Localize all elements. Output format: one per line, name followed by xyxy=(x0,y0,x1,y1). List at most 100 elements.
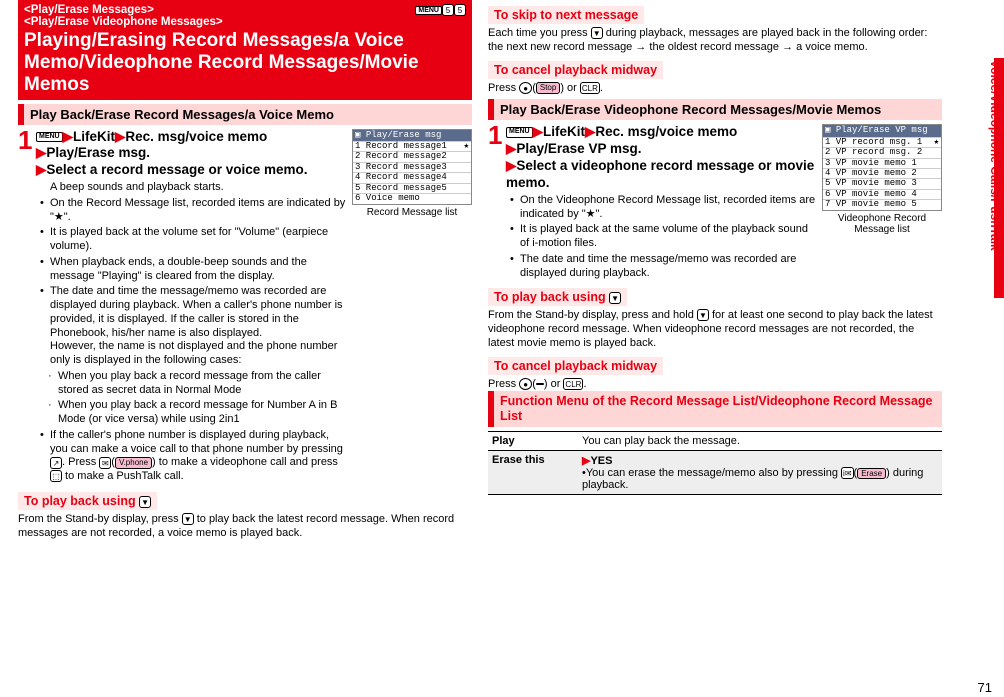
screenshot-header: ▣ Play/Erase msg xyxy=(353,130,471,141)
center-key-icon: ● xyxy=(519,378,532,390)
down-key-icon: ▼ xyxy=(591,27,603,39)
screenshot-row: 6 Voice memo xyxy=(353,193,471,203)
step-part: Select a videophone record message or mo… xyxy=(506,158,814,190)
vp-record-screenshot: ▣ Play/Erase VP msg 1 VP record msg. 1 2… xyxy=(822,124,942,235)
screenshot-row: 2 VP record msg. 2 xyxy=(823,147,941,157)
breadcrumb: <Play/Erase Videophone Messages> xyxy=(24,16,466,28)
down-key-icon: ▼ xyxy=(697,309,709,321)
blank-label-icon xyxy=(536,383,544,385)
yes-label: YES xyxy=(590,455,612,467)
arrow-icon: ▶ xyxy=(506,141,516,156)
clr-key-icon: CLR xyxy=(563,378,583,390)
screenshot-row: 3 Record message3 xyxy=(353,162,471,172)
screenshot-row: 1 VP record msg. 1 xyxy=(823,137,941,147)
mail-key-icon: ✉ xyxy=(99,457,111,469)
record-message-screenshot: ▣ Play/Erase msg 1 Record message1 2 Rec… xyxy=(352,129,472,218)
screenshot-header: ▣ Play/Erase VP msg xyxy=(823,125,941,136)
clr-key-icon: CLR xyxy=(580,82,600,94)
sub-heading: To play back using ▼ xyxy=(488,288,627,306)
step-part: Play/Erase msg. xyxy=(46,145,150,160)
bullet: On the Videophone Record Message list, r… xyxy=(510,194,816,222)
left-column: MENU55 <Play/Erase Messages> <Play/Erase… xyxy=(10,0,480,540)
function-menu-table: Play You can play back the message. Eras… xyxy=(488,431,942,495)
step-part: Select a record message or voice memo. xyxy=(46,162,307,177)
sub-heading: To play back using ▼ xyxy=(18,492,157,510)
body-text: From the Stand-by display, press ▼ to pl… xyxy=(18,513,472,541)
step-instruction: MENU▶LifeKit▶Rec. msg/voice memo ▶Play/E… xyxy=(36,129,346,180)
screenshot-row: 5 Record message5 xyxy=(353,183,471,193)
bullet: It is played back at the volume set for … xyxy=(40,226,346,254)
menu-icon: MENU xyxy=(506,127,533,138)
screenshot-row: 3 VP movie memo 1 xyxy=(823,158,941,168)
sub-heading: To skip to next message xyxy=(488,6,644,24)
sub-bullet: When you play back a record message for … xyxy=(40,399,346,427)
down-key-icon: ▼ xyxy=(182,513,194,525)
page-header: MENU55 <Play/Erase Messages> <Play/Erase… xyxy=(18,0,472,100)
center-key-icon: ● xyxy=(519,82,532,94)
screenshot-row: 5 VP movie memo 3 xyxy=(823,178,941,188)
step-part: LifeKit xyxy=(543,124,585,139)
arrow-icon: ▶ xyxy=(585,124,595,139)
screenshot-row: 1 Record message1 xyxy=(353,141,471,151)
page-number: 71 xyxy=(978,680,992,695)
body-text: From the Stand-by display, press and hol… xyxy=(488,309,942,350)
arrow-icon: ▶ xyxy=(36,162,46,177)
down-key-icon: ▼ xyxy=(139,496,151,508)
step-part: LifeKit xyxy=(73,129,115,144)
screenshot-row: 6 VP movie memo 4 xyxy=(823,189,941,199)
down-key-icon: ▼ xyxy=(609,292,621,304)
arrow-icon: ▶ xyxy=(115,129,125,144)
screenshot-caption: Videophone Record Message list xyxy=(822,211,942,235)
sub-heading: To cancel playback midway xyxy=(488,357,663,375)
right-column: To skip to next message Each time you pr… xyxy=(480,0,950,540)
function-menu-heading: Function Menu of the Record Message List… xyxy=(488,391,942,427)
key-5-icon: 5 xyxy=(454,4,466,16)
function-menu-title: Function Menu of the Record Message List… xyxy=(500,394,936,424)
screenshot-row: 7 VP movie memo 5 xyxy=(823,199,941,209)
step-instruction: MENU▶LifeKit▶Rec. msg/voice memo ▶Play/E… xyxy=(506,124,816,192)
body-text: Press ●( ) or CLR. xyxy=(488,378,942,392)
sub-bullet: When you play back a record message from… xyxy=(40,370,346,398)
bullet: It is played back at the same volume of … xyxy=(510,223,816,251)
bullet: The date and time the message/memo was r… xyxy=(40,285,346,368)
table-cell-desc: ▶YES •You can erase the message/memo als… xyxy=(578,451,942,495)
bullet: When playback ends, a double-beep sounds… xyxy=(40,256,346,284)
table-cell-label: Erase this xyxy=(488,451,578,495)
call-key-icon: ↗ xyxy=(50,457,62,469)
arrow-icon: ▶ xyxy=(506,158,516,173)
note-text: A beep sounds and playback starts. xyxy=(40,181,346,195)
bullet: On the Record Message list, recorded ite… xyxy=(40,197,346,225)
arrow-icon: ▶ xyxy=(36,145,46,160)
menu-icon: MENU xyxy=(36,132,63,143)
screenshot-row: 4 Record message4 xyxy=(353,172,471,182)
step-number: 1 xyxy=(18,129,36,486)
arrow-icon: ▶ xyxy=(533,124,543,139)
side-tab-label: Voice/Videophone Calls/PushTalk xyxy=(984,60,1002,251)
erase-label-icon: Erase xyxy=(857,468,886,479)
header-key-icons: MENU55 xyxy=(415,4,466,16)
page-title: Playing/Erasing Record Messages/a Voice … xyxy=(24,28,466,96)
body-text: Each time you press ▼ during playback, m… xyxy=(488,27,942,55)
step-part: Rec. msg/voice memo xyxy=(595,124,737,139)
step-part: Rec. msg/voice memo xyxy=(125,129,267,144)
screenshot-row: 2 Record message2 xyxy=(353,151,471,161)
bullet: The date and time the message/memo was r… xyxy=(510,253,816,281)
step-number: 1 xyxy=(488,124,506,282)
table-cell-label: Play xyxy=(488,432,578,451)
ir-key-icon: i✉ xyxy=(841,467,853,479)
key-5-icon: 5 xyxy=(442,4,454,16)
menu-icon: MENU xyxy=(415,6,442,15)
bullet: If the caller's phone number is displaye… xyxy=(40,429,346,484)
pushtalk-key-icon: ⬚ xyxy=(50,470,62,482)
screenshot-caption: Record Message list xyxy=(352,205,472,218)
sub-heading: To cancel playback midway xyxy=(488,61,663,79)
vphone-label-icon: V.phone xyxy=(115,457,152,469)
body-text: Press ●(Stop) or CLR. xyxy=(488,82,942,96)
step-part: Play/Erase VP msg. xyxy=(516,141,641,156)
section-heading: Play Back/Erase Record Messages/a Voice … xyxy=(18,104,472,125)
screenshot-row: 4 VP movie memo 2 xyxy=(823,168,941,178)
breadcrumb: <Play/Erase Messages> xyxy=(24,4,466,16)
section-heading: Play Back/Erase Videophone Record Messag… xyxy=(488,99,942,120)
table-cell-desc: You can play back the message. xyxy=(578,432,942,451)
arrow-icon: ▶ xyxy=(63,129,73,144)
